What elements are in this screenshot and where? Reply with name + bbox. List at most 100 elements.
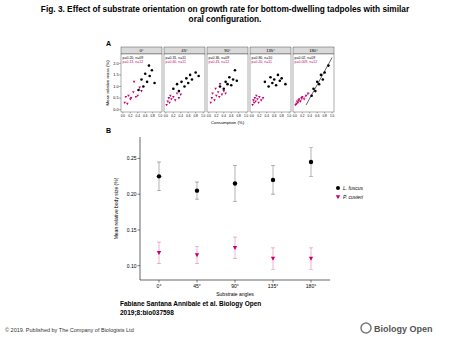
point bbox=[138, 87, 141, 89]
stat-annotation: p=0.20, n=09 bbox=[123, 56, 144, 60]
y-tick-label: 0.25 bbox=[127, 155, 137, 161]
point bbox=[264, 81, 267, 84]
point bbox=[137, 89, 140, 92]
facet-strip bbox=[250, 47, 291, 54]
legend-symbol bbox=[336, 195, 340, 199]
point bbox=[280, 77, 283, 80]
legend-label: L. fuscus bbox=[343, 185, 364, 191]
point bbox=[271, 82, 274, 85]
point bbox=[284, 83, 287, 86]
y-tick-label: 1.0 bbox=[113, 85, 118, 89]
y-axis-label: Mean relative body size (%) bbox=[113, 177, 119, 239]
x-tick-label: 0.4 bbox=[222, 114, 227, 118]
point bbox=[222, 90, 225, 92]
point bbox=[217, 91, 220, 93]
point bbox=[170, 98, 173, 100]
y-tick bbox=[119, 109, 121, 110]
facet-strip bbox=[293, 47, 334, 54]
trend-line bbox=[306, 57, 332, 105]
error-bar bbox=[233, 237, 237, 258]
point bbox=[157, 251, 161, 255]
point bbox=[271, 257, 275, 261]
point bbox=[310, 94, 313, 97]
facet-frame bbox=[121, 54, 162, 112]
facet-frame bbox=[293, 54, 334, 112]
x-axis-label: Consumption (%) bbox=[211, 120, 245, 125]
facet-marks bbox=[123, 64, 155, 105]
error-cap bbox=[195, 246, 199, 247]
facet-strip bbox=[207, 47, 248, 54]
point bbox=[151, 69, 154, 72]
citation: 2019;8:bio037598 bbox=[120, 309, 174, 317]
x-tick-label: 0.8 bbox=[237, 114, 242, 118]
point bbox=[185, 77, 188, 80]
y-tick bbox=[119, 86, 121, 87]
point bbox=[209, 102, 212, 104]
point bbox=[254, 101, 257, 103]
x-tick-label: 1.0 bbox=[330, 114, 335, 118]
x-tick-label: 0.0 bbox=[207, 114, 212, 118]
point bbox=[271, 178, 275, 182]
stat-annotation: p=0.60, n=11 bbox=[166, 60, 186, 64]
figure-title: Fig. 3. Effect of substrate orientation … bbox=[41, 4, 410, 14]
error-cap bbox=[309, 176, 313, 177]
stat-annotation: p=0.13, n=12 bbox=[123, 60, 144, 64]
point bbox=[254, 97, 257, 99]
point bbox=[257, 102, 260, 104]
x-tick-label: 0.2 bbox=[300, 114, 305, 118]
facet-title: 135° bbox=[266, 48, 275, 53]
point bbox=[172, 96, 175, 98]
point bbox=[215, 95, 218, 97]
y-tick bbox=[138, 158, 141, 159]
error-cap bbox=[233, 165, 237, 166]
error-cap bbox=[271, 247, 275, 248]
point bbox=[305, 95, 308, 97]
stat-annotation: p=0.31, n=11 bbox=[166, 56, 186, 60]
point bbox=[260, 99, 263, 101]
x-tick-label: 0.2 bbox=[257, 114, 262, 118]
point bbox=[301, 96, 304, 98]
point bbox=[269, 76, 272, 79]
stat-annotation: p=0.36, n=09 bbox=[209, 56, 230, 60]
point bbox=[135, 96, 138, 98]
x-tick-label: 0.0 bbox=[250, 114, 255, 118]
point bbox=[179, 94, 182, 96]
point bbox=[309, 160, 313, 164]
error-bar bbox=[233, 166, 237, 202]
x-tick-label: 0.0 bbox=[293, 114, 298, 118]
panel-label: A bbox=[106, 40, 111, 47]
x-tick-label: 0.6 bbox=[315, 114, 320, 118]
point bbox=[133, 81, 136, 83]
citation: Fabiane Santana Annibale et al. Biology … bbox=[120, 300, 261, 308]
y-tick bbox=[138, 229, 141, 230]
error-cap bbox=[233, 237, 237, 238]
error-cap bbox=[233, 201, 237, 202]
y-tick-label: 0.0 bbox=[113, 108, 118, 112]
stat-annotation: p=0.20, n=11 bbox=[252, 60, 272, 64]
error-cap bbox=[271, 269, 275, 270]
point bbox=[219, 85, 222, 88]
error-cap bbox=[157, 263, 161, 264]
point bbox=[253, 102, 256, 104]
point bbox=[176, 92, 179, 94]
point bbox=[126, 103, 129, 105]
point bbox=[165, 104, 168, 106]
figure: Fig. 3. Effect of substrate orientation … bbox=[0, 0, 450, 338]
panel-label: B bbox=[106, 127, 111, 134]
y-tick-label: 0.10 bbox=[127, 263, 137, 269]
stat-annotation: p=0.80, n=10 bbox=[252, 56, 273, 60]
point bbox=[174, 99, 177, 101]
facet-title: 45° bbox=[181, 48, 188, 53]
facet-title: 180° bbox=[309, 48, 318, 53]
x-tick-label: 0.2 bbox=[171, 114, 176, 118]
error-cap bbox=[233, 258, 237, 259]
facet-marks bbox=[209, 69, 238, 104]
point bbox=[195, 188, 199, 192]
point bbox=[307, 92, 310, 94]
x-tick-label: 0.2 bbox=[128, 114, 133, 118]
point bbox=[176, 83, 179, 86]
point bbox=[267, 85, 270, 88]
error-cap bbox=[157, 190, 161, 191]
facet-title: 0° bbox=[139, 48, 143, 53]
point bbox=[157, 174, 161, 178]
